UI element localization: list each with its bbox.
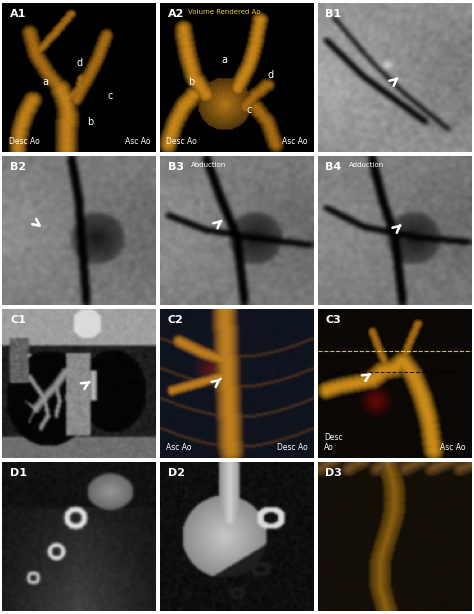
Text: b: b [87, 117, 93, 127]
Text: a: a [43, 77, 48, 87]
Text: A1: A1 [10, 9, 27, 19]
Text: Asc Ao: Asc Ao [166, 443, 191, 452]
Text: Desc Ao: Desc Ao [9, 138, 39, 146]
Text: B3: B3 [168, 162, 184, 172]
Text: Adduction: Adduction [348, 162, 384, 168]
Text: a: a [222, 55, 228, 64]
Text: D3: D3 [326, 468, 342, 478]
Text: b: b [188, 77, 194, 87]
Text: Desc Ao: Desc Ao [166, 138, 197, 146]
Text: Desc Ao: Desc Ao [277, 443, 308, 452]
Text: B1: B1 [326, 9, 342, 19]
Text: C1: C1 [10, 315, 26, 325]
Text: Volume Rendered Ao: Volume Rendered Ao [188, 9, 260, 15]
Text: c: c [246, 106, 252, 115]
Text: D1: D1 [10, 468, 27, 478]
Text: Abduction: Abduction [191, 162, 226, 168]
Text: Asc Ao: Asc Ao [440, 443, 465, 452]
Text: D2: D2 [168, 468, 185, 478]
Text: B4: B4 [326, 162, 342, 172]
Text: A2: A2 [168, 9, 184, 19]
Text: Desc
Ao: Desc Ao [324, 433, 343, 452]
Text: c: c [108, 90, 113, 101]
Text: C3: C3 [326, 315, 341, 325]
Text: d: d [268, 69, 274, 80]
Text: d: d [76, 58, 82, 68]
Text: B2: B2 [10, 162, 26, 172]
Text: Asc Ao: Asc Ao [125, 138, 150, 146]
Text: Asc Ao: Asc Ao [283, 138, 308, 146]
Text: C2: C2 [168, 315, 183, 325]
